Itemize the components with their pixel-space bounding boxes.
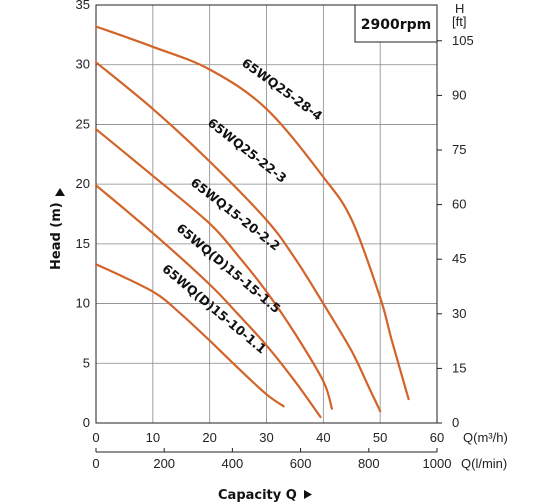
right-tick-label: 105 <box>452 33 474 48</box>
right-tick-label: 0 <box>452 415 459 430</box>
x-tick-label: 0 <box>92 430 99 445</box>
x-tick-label: 30 <box>259 430 273 445</box>
plot-frame <box>95 4 438 424</box>
grid <box>96 5 437 423</box>
x-tick-label: 40 <box>316 430 330 445</box>
x-tick-label: 20 <box>202 430 216 445</box>
secondary-x-tick-label: 1000 <box>423 456 452 471</box>
y-tick-label: 25 <box>76 116 90 131</box>
right-tick-label: 15 <box>452 360 466 375</box>
curve-65WQ25-22-3 <box>94 61 382 413</box>
y-tick-label: 5 <box>83 355 90 370</box>
curve-65WQ15-20-2.2 <box>94 128 333 410</box>
right-unit-ft: [ft] <box>452 14 466 29</box>
secondary-x-tick-label: 600 <box>290 456 312 471</box>
curve-65WQ25-28-4 <box>94 25 410 401</box>
y-tick-label: 30 <box>76 57 90 72</box>
rpm-label: 2900rpm <box>361 17 431 33</box>
curve-label-65WQ25-28-4: 65WQ25-28-4 <box>239 55 325 124</box>
tick-labels: 0 10 20 30 40 50 60051015202530350153045607590… <box>76 0 474 471</box>
y-tick-label: 0 <box>83 415 90 430</box>
right-tick-label: 75 <box>452 142 466 157</box>
secondary-x-tick-label: 400 <box>222 456 244 471</box>
y-tick-label: 10 <box>76 296 90 311</box>
secondary-x-tick-label: 200 <box>153 456 175 471</box>
x-secondary-unit: Q(l/min) <box>461 456 507 471</box>
x-axis-title: Capacity Q <box>218 488 312 503</box>
right-tick-label: 45 <box>452 251 466 266</box>
y-tick-label: 15 <box>76 236 90 251</box>
y-arrow-icon <box>55 188 65 196</box>
x-tick-label: 10 <box>146 430 160 445</box>
y-tick-label: 20 <box>76 176 90 191</box>
curve-65WQ(D)15-10-1.1 <box>94 263 285 408</box>
secondary-x-tick-label: 800 <box>358 456 380 471</box>
y-axis-title: Head (m) <box>49 188 65 270</box>
right-tick-label: 30 <box>452 306 466 321</box>
x-primary-unit: Q(m³/h) <box>463 430 508 445</box>
secondary-x-tick-label: 0 <box>92 456 99 471</box>
y-tick-label: 35 <box>76 0 90 12</box>
curve-65WQ(D)15-15-1.5 <box>94 184 322 419</box>
y-axis-label: Head (m) <box>49 202 64 270</box>
right-tick-label: 60 <box>452 197 466 212</box>
curve-label-65WQ25-22-3: 65WQ25-22-3 <box>205 115 290 186</box>
x-axis-label: Capacity Q <box>218 488 297 503</box>
rpm-box <box>354 4 438 43</box>
right-unit-h: H <box>455 1 464 16</box>
x-arrow-icon <box>304 490 312 499</box>
curves: 65WQ25-28-465WQ25-22-365WQ15-20-2.265WQ(… <box>94 25 410 419</box>
x-tick-label: 50 <box>373 430 387 445</box>
right-tick-label: 90 <box>452 87 466 102</box>
x-tick-label: 60 <box>430 430 444 445</box>
